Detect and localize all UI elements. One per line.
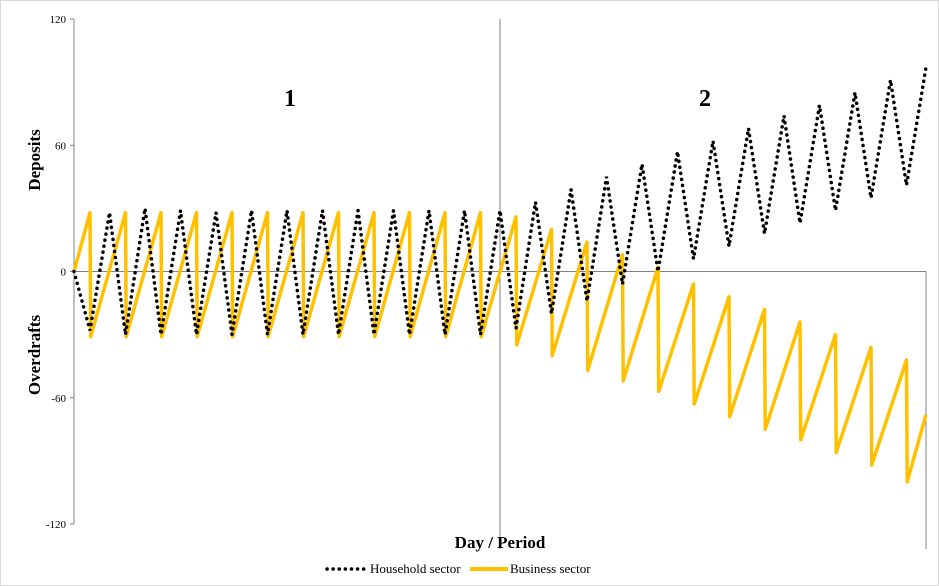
- region-label-2: 2: [699, 86, 711, 112]
- y-tick-label: 60: [55, 140, 67, 152]
- legend-label-household: Household sector: [370, 561, 461, 576]
- legend-label-business: Business sector: [510, 561, 591, 576]
- y-tick-label: -120: [46, 519, 67, 531]
- series-line-household: [72, 65, 928, 335]
- y-tick-label: 0: [61, 267, 67, 279]
- y-axis-label-deposits: Deposits: [25, 129, 44, 191]
- x-axis-label: Day / Period: [455, 533, 546, 552]
- y-axis-label-overdrafts: Overdrafts: [25, 314, 44, 395]
- series-line-business: [72, 210, 928, 484]
- y-tick-label: -60: [51, 393, 66, 405]
- region-label-1: 1: [284, 86, 296, 112]
- legend: Household sector Business sector: [325, 561, 591, 576]
- y-tick-label: 120: [50, 14, 67, 26]
